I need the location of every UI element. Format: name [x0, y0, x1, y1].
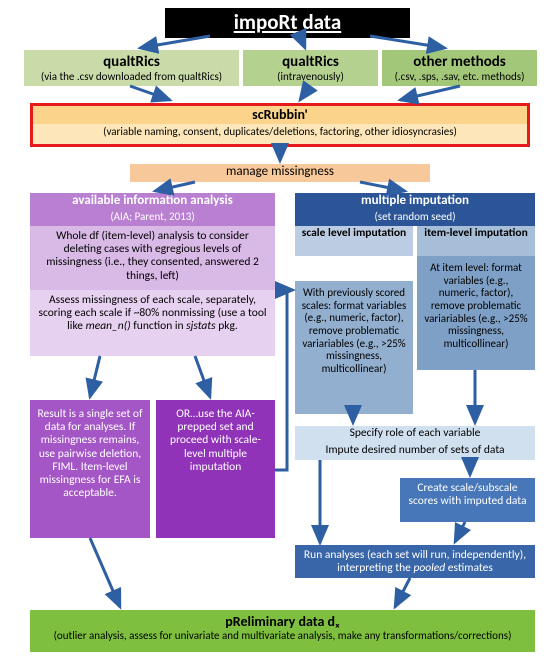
source-other: other methods (.csv, .sps, .sav, etc. me… — [382, 50, 537, 86]
mi-head: multiple imputation — [295, 193, 535, 211]
mi-impute: Impute desired number of sets of data — [295, 443, 535, 460]
src2-sub: (intravenously) — [249, 71, 372, 84]
mi-scale-body: With previously scored scales: format va… — [295, 281, 413, 414]
manage-missingness: manage missingness — [130, 164, 430, 182]
aia-b2-b: function in — [131, 319, 186, 333]
src3-head: other methods — [388, 54, 531, 71]
scrub-body: (variable naming, consent, duplicates/de… — [33, 124, 527, 144]
prelim-sub: (outlier analysis, assess for univariate… — [36, 630, 529, 643]
aia-whole-df: Whole df (item-level) analysis to consid… — [30, 226, 275, 290]
title-box: impoRt data — [165, 8, 410, 38]
aia-result-single: Result is a single set of data for analy… — [30, 400, 150, 538]
aia-head: available information analysis — [30, 193, 275, 211]
mi-run-i: pooled — [413, 561, 445, 575]
scrub-outer: scRubbin' (variable naming, consent, dup… — [30, 103, 530, 147]
mi-specify: Specify role of each variable — [295, 426, 535, 443]
scrub-head: scRubbin' — [33, 106, 527, 124]
aia-b2-j: sjstats — [186, 319, 216, 333]
mi-scale-head: scale level imputation — [295, 226, 413, 256]
aia-or-proceed: OR…use the AIA-prepped set and proceed w… — [156, 400, 275, 538]
aia-b2-i: mean_n() — [86, 319, 131, 333]
aia-sub: (AIA; Parent, 2013) — [30, 211, 275, 226]
mi-item-head: item-level imputation — [417, 226, 535, 256]
mi-run: Run analyses (each set will run, indepen… — [295, 545, 535, 578]
prelim-box: pReliminary data dₓ (outlier analysis, a… — [30, 610, 535, 652]
mi-item-body: At item level: format variables (e.g., n… — [417, 256, 535, 370]
src2-head: qualtRics — [249, 54, 372, 71]
aia-b2-c: pkg. — [216, 319, 238, 333]
mi-sub: (set random seed) — [295, 211, 535, 226]
aia-assess-scale: Assess missingness of each scale, separa… — [30, 290, 275, 356]
mi-run-b: estimates — [445, 561, 493, 575]
source-qualtrics-iv: qualtRics (intravenously) — [243, 50, 378, 86]
src1-sub: (via the .csv downloaded from qualtRics) — [30, 71, 233, 84]
src1-head: qualtRics — [30, 54, 233, 71]
src3-sub: (.csv, .sps, .sav, etc. methods) — [388, 71, 531, 84]
source-qualtrics-csv: qualtRics (via the .csv downloaded from … — [24, 50, 239, 86]
prelim-head: pReliminary data dₓ — [36, 614, 529, 630]
mi-create-scores: Create scale/subscale scores with impute… — [400, 478, 535, 522]
